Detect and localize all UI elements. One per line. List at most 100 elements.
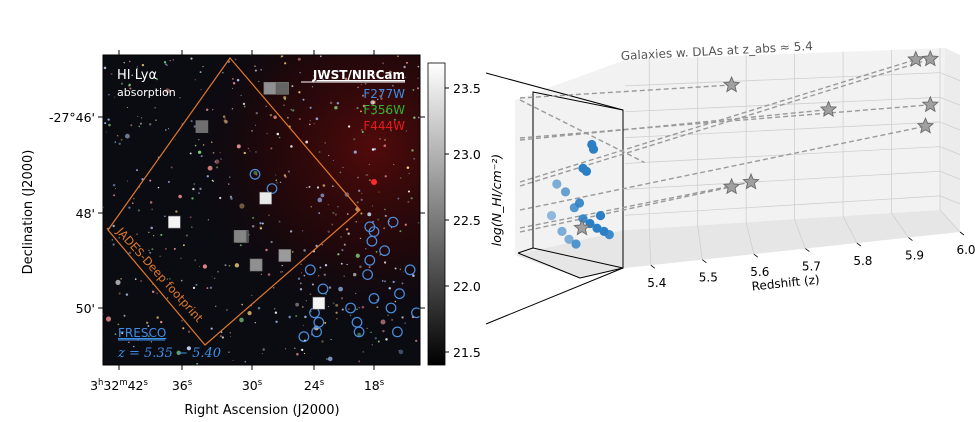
fresco-galaxy-markers bbox=[249, 168, 420, 343]
background-source bbox=[175, 210, 178, 213]
background-source bbox=[407, 200, 410, 203]
dla-sightline bbox=[519, 99, 645, 164]
background-source bbox=[360, 110, 362, 113]
background-source bbox=[258, 80, 260, 83]
background-source bbox=[283, 174, 287, 177]
background-source bbox=[115, 279, 121, 285]
galaxy-dot bbox=[546, 211, 557, 221]
fresco-galaxy-circle bbox=[392, 326, 403, 338]
fresco-galaxy-circle bbox=[379, 245, 391, 257]
background-source bbox=[222, 72, 224, 74]
background-source bbox=[125, 293, 129, 296]
background-source bbox=[343, 275, 346, 278]
background-source bbox=[405, 130, 407, 132]
redshift-range-label: z = 5.35 − 5.40 bbox=[117, 346, 221, 361]
background-source bbox=[287, 170, 290, 173]
background-source bbox=[189, 216, 192, 219]
background-source bbox=[358, 306, 360, 309]
fresco-galaxy-circle bbox=[353, 326, 365, 338]
background-source bbox=[327, 356, 333, 362]
dla-sightline bbox=[519, 104, 931, 139]
background-source bbox=[261, 353, 263, 355]
background-source bbox=[297, 57, 301, 61]
map-y-axis: -27°46' 48' 50' Declination (J2000) bbox=[21, 110, 425, 316]
background-source bbox=[347, 308, 350, 311]
background-source bbox=[210, 327, 213, 330]
galaxy-dot bbox=[581, 166, 592, 176]
background-source bbox=[155, 119, 157, 121]
background-source bbox=[276, 132, 280, 136]
background-source bbox=[415, 339, 418, 343]
background-source bbox=[371, 205, 374, 207]
background-source bbox=[190, 313, 193, 316]
cube-x-tick bbox=[753, 253, 759, 258]
background-source bbox=[136, 169, 138, 172]
background-source bbox=[167, 180, 170, 183]
background-source bbox=[340, 262, 343, 265]
background-source bbox=[308, 123, 311, 126]
background-source bbox=[292, 109, 295, 112]
background-source bbox=[178, 194, 182, 199]
background-source bbox=[224, 120, 228, 124]
background-source bbox=[202, 144, 205, 146]
background-source bbox=[111, 239, 114, 241]
inset-title: HI Lyα bbox=[117, 68, 157, 83]
background-source bbox=[117, 323, 120, 326]
background-source bbox=[156, 316, 159, 319]
cube-x-tick-label: 5.9 bbox=[905, 249, 924, 263]
background-source bbox=[220, 158, 222, 160]
background-source bbox=[284, 62, 287, 65]
galaxy-dot bbox=[571, 239, 581, 249]
background-source bbox=[198, 192, 200, 194]
background-source bbox=[136, 65, 138, 67]
background-source bbox=[129, 87, 132, 90]
background-source bbox=[407, 190, 411, 193]
grid-line-horizontal bbox=[624, 121, 941, 139]
background-source bbox=[132, 345, 135, 348]
cube-x-tick bbox=[805, 248, 810, 252]
background-source bbox=[306, 186, 308, 189]
background-source bbox=[165, 248, 167, 250]
background-source bbox=[318, 151, 321, 153]
galaxy-dot bbox=[604, 230, 614, 240]
background-source bbox=[283, 104, 285, 106]
galaxy-dot bbox=[552, 179, 562, 189]
background-source bbox=[199, 187, 202, 191]
dla-star bbox=[921, 95, 940, 113]
background-source bbox=[417, 65, 420, 68]
colorbar: 23.5 23.0 22.5 22.0 21.5 bbox=[427, 62, 481, 366]
background-source bbox=[348, 74, 350, 76]
background-source bbox=[200, 155, 203, 158]
background-source bbox=[167, 297, 169, 299]
background-source bbox=[123, 62, 125, 64]
background-source bbox=[359, 265, 362, 269]
background-source bbox=[231, 87, 234, 89]
background-source bbox=[332, 159, 334, 161]
background-source bbox=[404, 322, 406, 324]
background-source bbox=[148, 249, 150, 252]
background-source bbox=[193, 183, 196, 185]
background-source bbox=[328, 154, 330, 157]
background-source bbox=[390, 130, 392, 132]
background-source bbox=[149, 201, 153, 204]
background-source bbox=[207, 165, 213, 171]
background-source bbox=[128, 341, 130, 344]
background-source bbox=[315, 117, 319, 120]
background-source bbox=[399, 230, 402, 233]
background-source bbox=[230, 197, 233, 200]
background-source bbox=[303, 352, 306, 355]
background-source bbox=[371, 148, 375, 151]
background-source bbox=[284, 348, 286, 350]
background-source bbox=[339, 171, 342, 174]
background-source bbox=[392, 280, 395, 284]
background-source bbox=[159, 255, 161, 258]
galaxy-dot bbox=[588, 144, 599, 154]
dla-star bbox=[573, 218, 591, 236]
background-source bbox=[367, 214, 370, 216]
background-source bbox=[324, 142, 326, 144]
grid-line-floor bbox=[697, 225, 703, 260]
cube-x-tick-label: 5.7 bbox=[802, 260, 821, 274]
background-source bbox=[217, 270, 219, 273]
background-source bbox=[190, 226, 193, 229]
legend-filter-f444w: F444W bbox=[363, 119, 405, 133]
